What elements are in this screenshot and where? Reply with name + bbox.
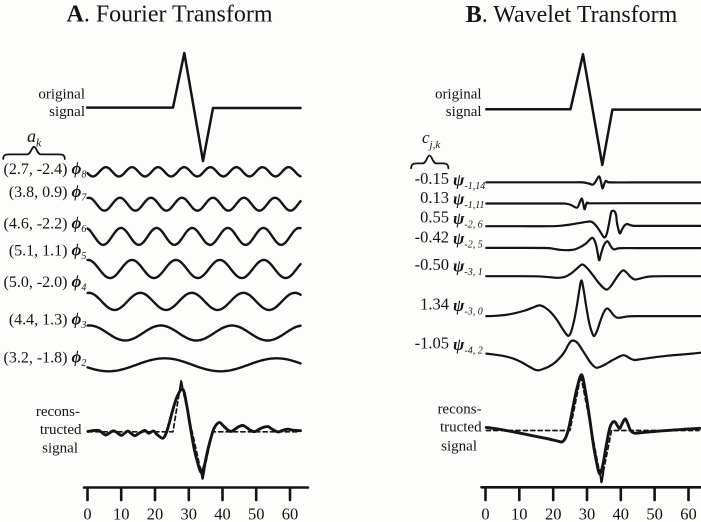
svg-text:tructed: tructed xyxy=(440,420,482,436)
svg-text:(3.2, -1.8): (3.2, -1.8) xyxy=(4,350,68,367)
svg-text:tructed: tructed xyxy=(40,422,82,438)
svg-text:signal: signal xyxy=(49,104,85,120)
svg-text:(2.7, -2.4): (2.7, -2.4) xyxy=(4,161,68,178)
svg-text:-1.05: -1.05 xyxy=(415,334,449,353)
svg-text:(5.0, -2.0): (5.0, -2.0) xyxy=(4,274,68,291)
svg-text:A. Fourier Transform: A. Fourier Transform xyxy=(66,2,272,28)
svg-text:10: 10 xyxy=(511,505,528,522)
svg-text:recons-: recons- xyxy=(437,402,481,418)
svg-text:-0.42: -0.42 xyxy=(415,227,449,246)
svg-text:signal: signal xyxy=(446,104,482,120)
svg-text:30: 30 xyxy=(181,504,198,522)
svg-text:1.34: 1.34 xyxy=(420,295,449,314)
svg-text:original: original xyxy=(435,87,482,103)
svg-text:(5.1, 1.1): (5.1, 1.1) xyxy=(9,243,68,260)
svg-text:20: 20 xyxy=(147,504,164,522)
svg-text:-0.15: -0.15 xyxy=(415,169,449,188)
svg-text:0: 0 xyxy=(83,504,91,522)
svg-text:30: 30 xyxy=(579,505,596,522)
svg-text:20: 20 xyxy=(545,505,562,522)
svg-text:-0.50: -0.50 xyxy=(415,255,449,274)
svg-text:10: 10 xyxy=(113,504,130,522)
svg-text:original: original xyxy=(38,87,85,103)
svg-text:0: 0 xyxy=(481,505,489,522)
svg-text:signal: signal xyxy=(42,440,78,456)
svg-text:(4.6, -2.2): (4.6, -2.2) xyxy=(4,216,68,233)
svg-text:50: 50 xyxy=(646,505,663,522)
svg-text:(4.4, 1.3): (4.4, 1.3) xyxy=(9,311,68,328)
svg-text:0.55: 0.55 xyxy=(420,208,449,227)
svg-text:50: 50 xyxy=(248,504,265,522)
svg-text:60: 60 xyxy=(680,505,697,522)
svg-text:60: 60 xyxy=(282,504,299,522)
svg-text:0.13: 0.13 xyxy=(420,188,449,207)
svg-text:B. Wavelet Transform: B. Wavelet Transform xyxy=(466,2,678,28)
svg-text:40: 40 xyxy=(214,504,231,522)
svg-text:40: 40 xyxy=(613,505,630,522)
svg-text:recons-: recons- xyxy=(36,404,80,420)
svg-text:(3.8, 0.9): (3.8, 0.9) xyxy=(9,184,68,201)
svg-text:signal: signal xyxy=(441,438,477,454)
